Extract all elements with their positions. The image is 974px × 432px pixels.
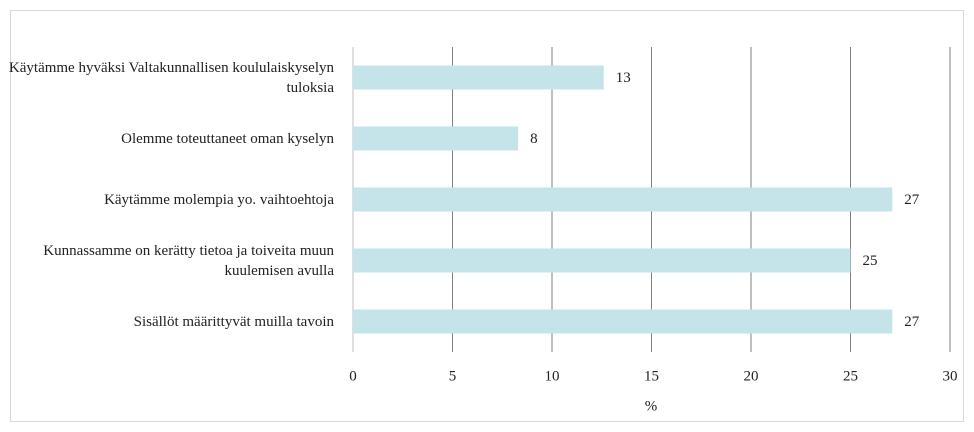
bar [353, 126, 519, 151]
y-tick-label: Olemme toteuttaneet oman kyselyn [121, 130, 334, 147]
x-tick-label: 30 [943, 368, 958, 384]
data-label: 13 [616, 70, 631, 86]
x-tick-label: 0 [349, 368, 357, 384]
y-tick-label: Käytämme hyväksi Valtakunnallisen koulul… [8, 59, 334, 96]
x-tick-label: 10 [545, 368, 560, 384]
data-label: 25 [863, 253, 878, 269]
bar [353, 248, 851, 273]
y-tick-label: Sisällöt määrittyvät muilla tavoin [133, 313, 334, 330]
bar [353, 309, 893, 334]
data-label: 8 [530, 131, 538, 147]
y-tick-label: Kunnassamme on kerätty tietoa ja toiveit… [43, 242, 334, 279]
bar [353, 65, 604, 90]
data-label: 27 [904, 314, 920, 330]
x-tick-label: 15 [644, 368, 659, 384]
x-tick-label: 5 [449, 368, 457, 384]
x-tick-label: 20 [744, 368, 759, 384]
bar [353, 187, 893, 212]
chart-frame [10, 10, 964, 422]
x-axis-label: % [645, 398, 658, 414]
x-tick-label: 25 [843, 368, 858, 384]
y-tick-label: Käytämme molempia yo. vaihtoehtoja [104, 191, 334, 208]
data-label: 27 [904, 192, 920, 208]
